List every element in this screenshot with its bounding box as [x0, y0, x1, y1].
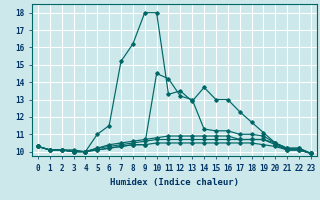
- X-axis label: Humidex (Indice chaleur): Humidex (Indice chaleur): [110, 178, 239, 187]
